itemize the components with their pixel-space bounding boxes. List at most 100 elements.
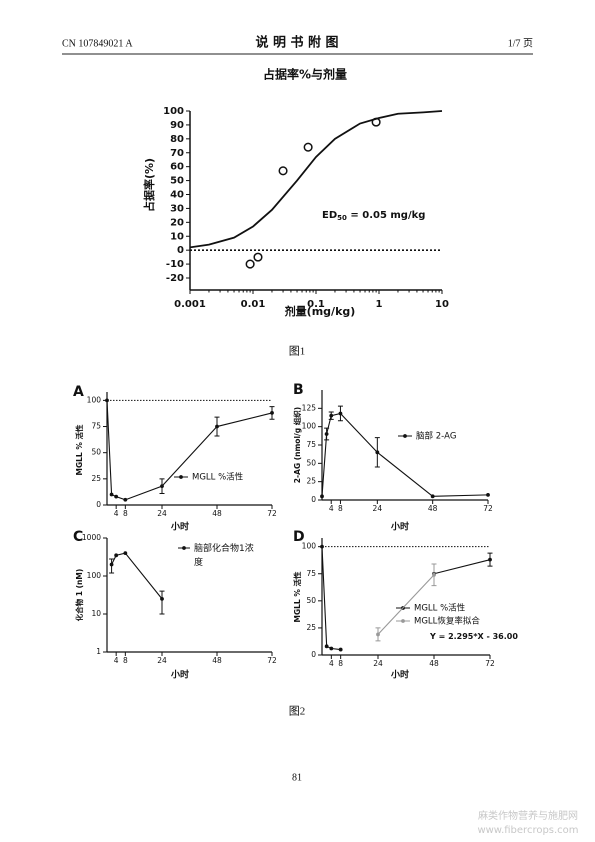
data-point: [160, 596, 164, 601]
y-tick-label: 75: [91, 422, 101, 431]
x-tick-label: 8: [338, 504, 343, 513]
x-axis-label: 剂量(mg/kg): [284, 304, 356, 318]
series-line: [111, 552, 163, 600]
x-tick-label: 24: [157, 509, 167, 518]
y-axis-label: 2-AG (nmol/g 组织): [292, 407, 302, 483]
page-count: 1/7 页: [508, 37, 533, 49]
legend-label: 脑部化合物1浓度: [194, 544, 254, 568]
y-tick-label: 0: [177, 245, 184, 256]
x-axis-label: 小时: [390, 669, 409, 681]
x-tick-label: 0.01: [241, 299, 266, 310]
y-tick-label: 25: [306, 477, 316, 486]
panel-letter: A: [73, 384, 84, 400]
x-tick-label: 48: [429, 659, 439, 668]
y-tick-label: 1000: [82, 533, 101, 542]
x-tick-label: 4: [329, 504, 334, 513]
y-tick-label: 100: [87, 395, 102, 404]
data-point: [109, 492, 114, 497]
y-tick-label: 75: [306, 569, 316, 578]
figure-caption: 图2: [289, 705, 306, 718]
legend-label: 脑部 2-AG: [416, 431, 456, 442]
error-bar: [159, 590, 165, 615]
y-tick-label: 10: [91, 609, 101, 618]
data-point: [320, 494, 324, 499]
data-point: [109, 562, 114, 567]
x-tick-label: 0.001: [174, 299, 206, 310]
series-line: [189, 110, 443, 249]
y-tick-label: 0: [311, 495, 316, 504]
x-tick-label: 8: [123, 656, 128, 665]
legend-label: MGLL恢复率拟合: [414, 616, 480, 627]
x-tick-label: 24: [157, 656, 167, 665]
data-point: [430, 494, 435, 499]
x-tick-label: 72: [267, 509, 277, 518]
x-tick-label: 4: [114, 656, 119, 665]
data-point: [486, 492, 490, 497]
y-tick-label: 25: [91, 474, 101, 483]
y-tick-label: 125: [302, 403, 317, 412]
watermark: 麻类作物营养与施肥网: [478, 809, 578, 822]
series-line: [321, 412, 489, 497]
data-point: [320, 544, 324, 549]
patent-number: CN 107849021 A: [62, 38, 133, 49]
data-point: [376, 632, 380, 637]
x-tick-label: 8: [338, 659, 343, 668]
y-tick-label: 20: [170, 217, 184, 228]
legend-marker: [179, 475, 183, 479]
legend-marker: [403, 434, 407, 438]
y-tick-label: 100: [163, 106, 184, 117]
y-tick-label: 70: [170, 148, 184, 159]
x-tick-label: 4: [114, 509, 119, 518]
data-point: [114, 553, 119, 558]
data-point: [253, 252, 263, 262]
data-point: [245, 259, 255, 269]
annotation-text: = 0.05 mg/kg: [347, 210, 426, 221]
x-axis-label: 小时: [170, 521, 189, 533]
annotation-text: ED: [322, 210, 337, 221]
data-point: [432, 572, 436, 577]
data-point: [338, 411, 343, 416]
data-point: [123, 497, 128, 502]
annotation: ED50 = 0.05 mg/kg: [322, 210, 425, 222]
x-tick-label: 72: [485, 659, 495, 668]
figure-caption: 图1: [289, 345, 306, 358]
series-line: [433, 559, 491, 575]
data-point: [338, 647, 343, 652]
series-line: [321, 546, 341, 651]
data-point: [324, 644, 329, 649]
x-tick-label: 48: [212, 509, 222, 518]
y-axis-label: 占据率(%): [142, 158, 156, 212]
y-tick-label: 100: [302, 422, 317, 431]
x-tick-label: 1: [376, 299, 383, 310]
data-point: [123, 551, 128, 556]
y-axis-label: 化合物 1 (nM): [74, 569, 84, 622]
annotation: Y = 2.295*X - 36.00: [429, 632, 518, 641]
panel-letter: D: [293, 529, 305, 545]
y-tick-label: -10: [166, 259, 184, 270]
y-tick-label: 50: [170, 176, 184, 187]
legend-marker: [401, 619, 405, 623]
y-tick-label: 90: [170, 120, 184, 131]
x-tick-label: 48: [428, 504, 438, 513]
y-tick-label: 30: [170, 203, 184, 214]
legend-marker: [182, 546, 186, 550]
data-point: [114, 494, 119, 499]
data-point: [105, 398, 109, 403]
y-axis-label: MGLL % 活性: [292, 571, 302, 622]
data-point: [303, 142, 313, 152]
data-point: [329, 413, 334, 418]
page-number: 81: [292, 772, 302, 783]
x-tick-label: 72: [267, 656, 277, 665]
y-tick-label: 0: [311, 650, 316, 659]
x-axis-label: 小时: [390, 521, 409, 533]
y-axis-label: MGLL % 活性: [74, 424, 84, 475]
x-tick-label: 10: [435, 299, 449, 310]
y-tick-label: -20: [166, 273, 184, 284]
x-tick-label: 8: [123, 509, 128, 518]
legend-label: MGLL %活性: [414, 603, 466, 614]
y-tick-label: 100: [302, 542, 317, 551]
y-tick-label: 50: [306, 596, 316, 605]
data-point: [375, 450, 380, 455]
